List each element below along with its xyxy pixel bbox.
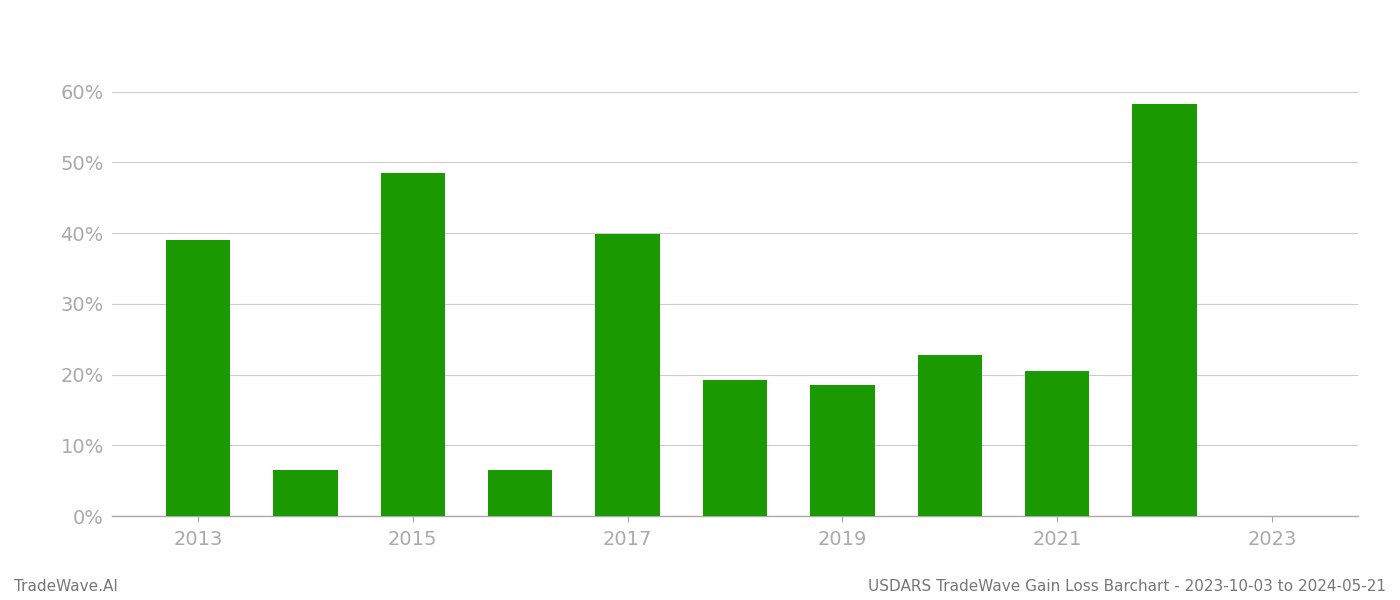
Bar bbox=[811, 385, 875, 516]
Bar bbox=[273, 470, 337, 516]
Bar bbox=[165, 240, 230, 516]
Bar bbox=[1025, 371, 1089, 516]
Bar bbox=[595, 235, 659, 516]
Text: TradeWave.AI: TradeWave.AI bbox=[14, 579, 118, 594]
Bar bbox=[1133, 104, 1197, 516]
Bar bbox=[489, 470, 553, 516]
Bar bbox=[917, 355, 981, 516]
Bar bbox=[703, 380, 767, 516]
Bar bbox=[381, 173, 445, 516]
Text: USDARS TradeWave Gain Loss Barchart - 2023-10-03 to 2024-05-21: USDARS TradeWave Gain Loss Barchart - 20… bbox=[868, 579, 1386, 594]
